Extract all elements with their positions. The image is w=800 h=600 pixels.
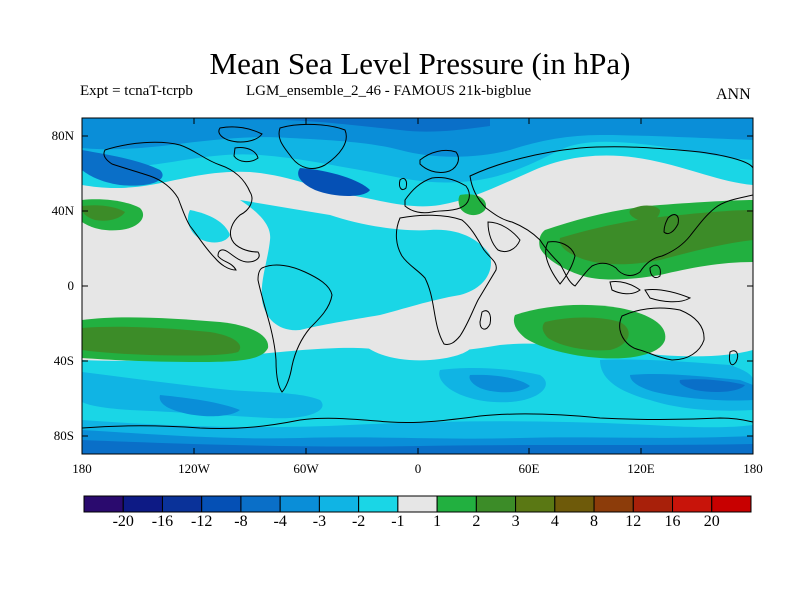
colorbar-swatch xyxy=(632,495,674,513)
colorbar-label: 16 xyxy=(664,513,681,530)
colorbar-label: -4 xyxy=(273,513,287,530)
lat-label-80n: 80N xyxy=(51,128,74,143)
axis-ticks xyxy=(81,118,754,454)
colorbar-swatch xyxy=(83,495,124,513)
chart-title: Mean Sea Level Pressure (in hPa) xyxy=(209,46,631,81)
colorbar-swatch xyxy=(201,495,242,513)
lon-label-60e: 60E xyxy=(518,461,540,476)
colorbar-swatch xyxy=(240,495,281,513)
experiment-label: Expt = tcnaT-tcrpb xyxy=(80,83,193,99)
colorbar-label: 4 xyxy=(550,513,559,530)
colorbar-label: -2 xyxy=(351,513,366,530)
colorbar-swatch xyxy=(475,495,517,513)
colorbar-label: 12 xyxy=(625,513,642,530)
colorbar-swatch xyxy=(358,495,399,513)
colorbar-label: 3 xyxy=(511,513,520,530)
colorbar-swatch xyxy=(279,495,320,513)
colorbar-swatch xyxy=(515,495,556,513)
lon-label-180e: 180 xyxy=(743,461,763,476)
lon-label-120e: 120E xyxy=(627,461,655,476)
colorbar-swatch xyxy=(593,495,634,513)
colorbar-swatch xyxy=(122,495,163,513)
lon-label-120w: 120W xyxy=(178,461,210,476)
colorbar-swatch xyxy=(711,495,752,513)
colorbar-label: 1 xyxy=(433,513,442,530)
lon-label-180w: 180 xyxy=(72,461,92,476)
lat-label-40s: 40S xyxy=(53,353,74,368)
colorbar-swatch xyxy=(436,495,477,513)
colorbar-label: -1 xyxy=(391,513,405,530)
colorbar-label: -16 xyxy=(151,513,174,530)
colorbar-label: -3 xyxy=(312,513,327,530)
colorbar-swatch xyxy=(318,495,360,513)
colorbar-swatch xyxy=(161,495,203,513)
run-label: LGM_ensemble_2_46 - FAMOUS 21k-bigblue xyxy=(246,83,532,99)
pressure-field xyxy=(82,118,753,454)
lat-label-40n: 40N xyxy=(51,203,74,218)
lon-label-0: 0 xyxy=(414,461,422,476)
lon-label-60w: 60W xyxy=(293,461,319,476)
colorbar-swatch xyxy=(397,495,438,513)
colorbar-label: -20 xyxy=(112,513,134,530)
colorbar-label: 20 xyxy=(703,513,720,530)
colorbar-swatch xyxy=(672,495,713,513)
colorbar-label: 8 xyxy=(590,513,599,530)
colorbar xyxy=(83,495,752,513)
coastlines xyxy=(82,123,753,430)
colorbar-label: -8 xyxy=(234,513,248,530)
season-label: ANN xyxy=(716,86,751,103)
lat-label-80s: 80S xyxy=(53,428,74,443)
colorbar-label: 2 xyxy=(472,513,481,530)
colorbar-swatch xyxy=(554,495,595,513)
colorbar-label: -12 xyxy=(191,513,213,530)
lat-label-0: 0 xyxy=(67,278,75,293)
